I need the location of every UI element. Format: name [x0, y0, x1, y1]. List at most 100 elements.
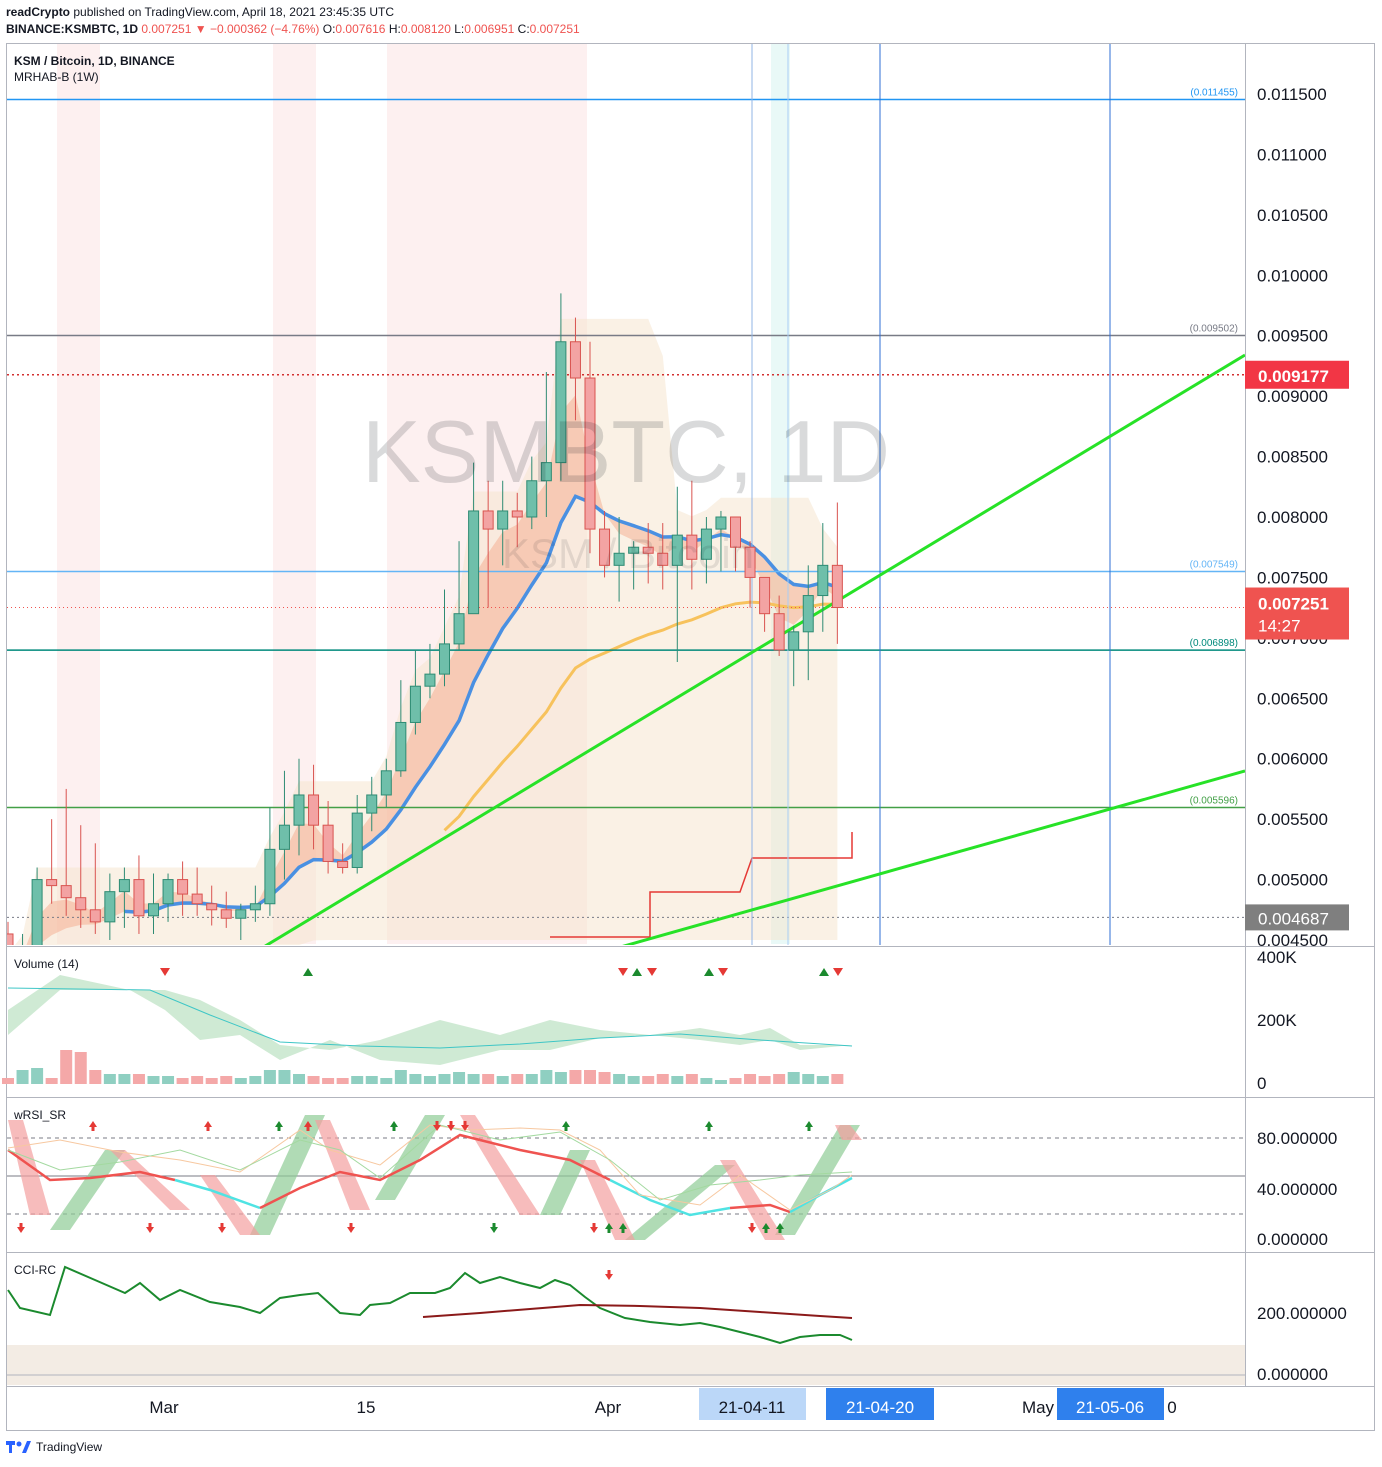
price-badges: 0.009177 0.007251 14:27 0.004687 [1245, 360, 1349, 931]
candle-body [759, 576, 771, 615]
arrow-stem [277, 1127, 281, 1131]
down-arrow-icon [447, 1125, 455, 1131]
volume-bar [45, 1078, 58, 1084]
candle-body [118, 879, 130, 893]
cci-tick-200: 200.000000 [1257, 1304, 1347, 1323]
high-value: 0.008120 [400, 22, 451, 36]
rsi-tick-80: 80.000000 [1257, 1129, 1337, 1148]
candle-body [730, 516, 741, 548]
volume-bar [293, 1074, 305, 1084]
footer-brand[interactable]: TradingView [36, 1440, 103, 1454]
up-arrow-icon [275, 1121, 283, 1127]
arrow-stem [764, 1229, 768, 1233]
down-arrow-icon [461, 1125, 469, 1131]
volume-bar [365, 1076, 378, 1084]
volume-ma-line [7, 987, 853, 1049]
candle-body [337, 860, 349, 868]
cci-zone [7, 1345, 1245, 1385]
candle-body [380, 770, 392, 796]
candle-body [511, 510, 523, 518]
rsi-ribbon-green [625, 1165, 735, 1240]
volume-bar [16, 1070, 29, 1084]
time-badge-3: 21-05-06 [1076, 1398, 1144, 1417]
volume-bar [569, 1070, 582, 1084]
volume-bar [816, 1076, 829, 1084]
volume-bar [220, 1076, 233, 1084]
volume-bar [467, 1074, 480, 1084]
tradingview-logo-icon [6, 1441, 31, 1453]
arrow-stem [807, 1127, 811, 1131]
volume-bar [132, 1074, 145, 1084]
volume-bar [802, 1074, 815, 1084]
volume-bar [263, 1070, 276, 1084]
candle-body [191, 893, 203, 905]
arrow-stem [492, 1223, 496, 1227]
volume-bar [554, 1072, 567, 1084]
time-label-mar: Mar [149, 1398, 179, 1417]
candle-body [308, 794, 320, 826]
candle-body [788, 631, 800, 651]
volume-bar [205, 1078, 218, 1084]
time-axis[interactable]: Mar 15 Apr May 0 21-04-11 21-04-20 21-05… [149, 1388, 1177, 1420]
candle-body [642, 546, 654, 554]
price-axis[interactable]: 0.011500 0.011000 0.010500 0.010000 0.009500… [1257, 85, 1328, 950]
price-tick: 0.006500 [1257, 689, 1328, 708]
arrow-stem [349, 1223, 353, 1227]
ma-orange-line [443, 600, 838, 832]
volume-bar [584, 1070, 596, 1084]
down-arrow-icon [490, 1227, 498, 1233]
cci-pane [7, 1265, 1245, 1385]
volume-bar [336, 1078, 349, 1084]
volume-cloud [8, 975, 852, 1065]
candle-body [599, 528, 611, 566]
trendlines [264, 353, 1245, 945]
candle-body [569, 341, 581, 379]
trendline-upper [264, 353, 1245, 945]
arrow-stem [306, 1127, 310, 1131]
volume-bar [234, 1078, 247, 1084]
volume-bar [773, 1074, 786, 1084]
price-tick: 0.008000 [1257, 508, 1328, 527]
price-tick: 0.009500 [1257, 327, 1328, 346]
rsi-signal-orange [7, 1124, 853, 1211]
volume-bar [482, 1074, 495, 1084]
rsi-main-line [479, 1138, 611, 1182]
candle-body [366, 794, 378, 814]
legend-title: KSM / Bitcoin, 1D, BINANCE [14, 54, 175, 68]
price-tick: 0.011500 [1257, 85, 1327, 104]
badge-red-bg [1245, 360, 1349, 389]
candle-body [162, 879, 174, 905]
volume-bar [191, 1076, 204, 1084]
rsi-ribbon-red [835, 1125, 862, 1140]
down-arrow-icon [160, 968, 170, 976]
candle-body [31, 879, 43, 945]
up-arrow-icon [605, 1223, 613, 1229]
publisher-name[interactable]: readCrypto [6, 5, 71, 19]
volume-bar [249, 1076, 262, 1084]
volume-bar [729, 1078, 742, 1084]
rsi-ribbon-green [540, 1150, 590, 1215]
candle-body [89, 909, 101, 923]
volume-bar [74, 1052, 87, 1084]
arrow-stem [778, 1229, 782, 1233]
up-arrow-icon [762, 1223, 770, 1229]
arrow-stem [750, 1223, 754, 1227]
candle-body [439, 643, 450, 675]
envelope-band [14, 318, 838, 945]
up-arrow-icon [805, 1121, 813, 1127]
rsi-ribbon-green [50, 1150, 125, 1230]
candle-body [104, 891, 116, 923]
watermark-main: KSMBTC, 1D [362, 402, 890, 501]
rsi-title: wRSI_SR [13, 1108, 66, 1122]
volume-bar [147, 1076, 160, 1084]
up-arrow-icon [89, 1121, 97, 1127]
candle-body [424, 673, 436, 687]
volume-bar [627, 1076, 640, 1084]
volume-bar [613, 1074, 626, 1084]
vertical-lines [751, 44, 1111, 945]
candle-body [351, 812, 363, 868]
down-arrow-icon [718, 968, 728, 976]
arrow-stem [607, 1270, 611, 1274]
price-tick: 0.010500 [1257, 206, 1328, 225]
